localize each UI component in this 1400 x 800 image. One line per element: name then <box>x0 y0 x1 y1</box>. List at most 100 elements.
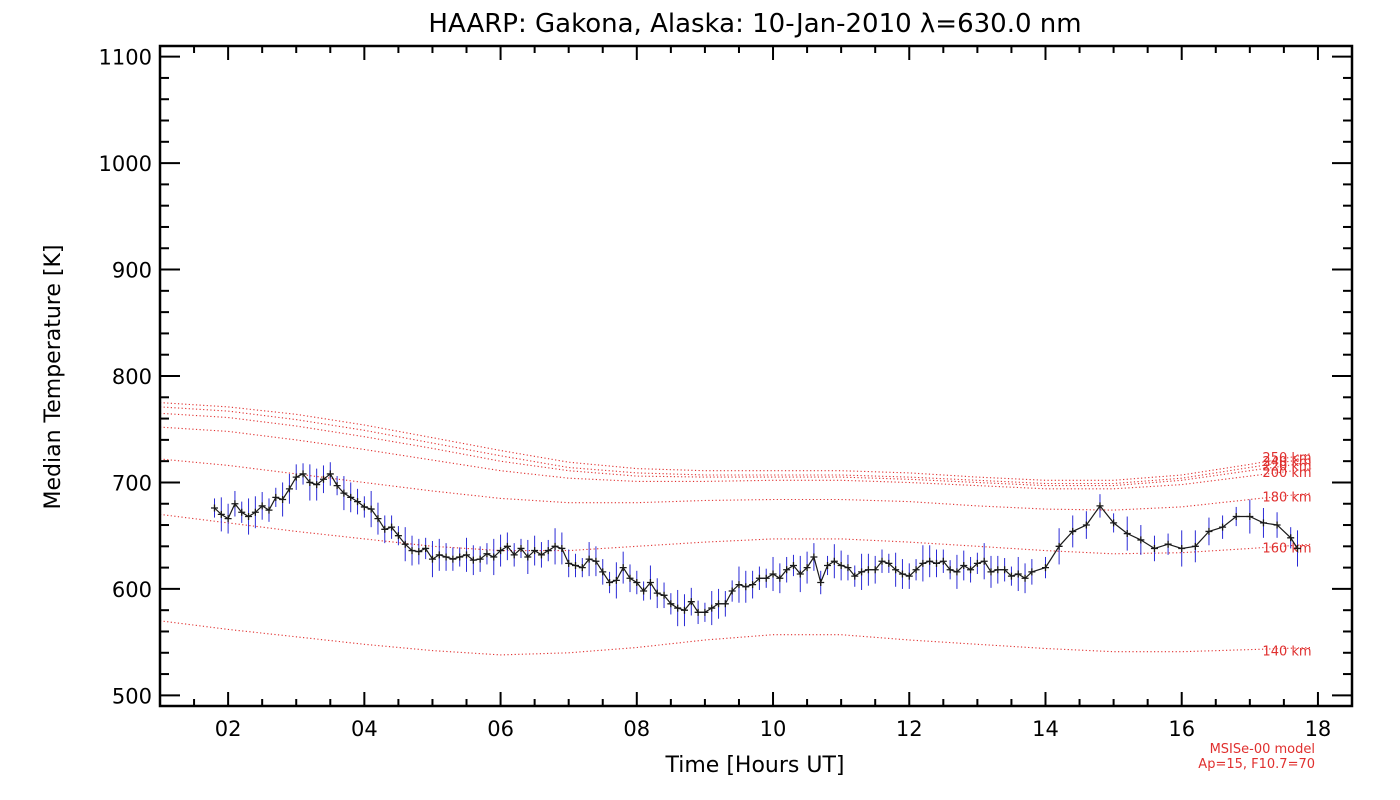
y-tick-label: 600 <box>112 578 152 602</box>
data-point <box>633 579 641 587</box>
data-point <box>326 470 334 478</box>
data-point <box>967 566 975 574</box>
data-point <box>558 544 566 552</box>
x-axis-title: Time [Hours UT] <box>665 753 845 778</box>
data-point <box>1055 542 1063 550</box>
data-point <box>497 547 505 555</box>
data-point <box>238 508 246 516</box>
data-point <box>381 525 389 533</box>
data-point <box>844 564 852 572</box>
model-curve-160-km <box>159 513 1312 555</box>
data-point <box>980 557 988 565</box>
data-point <box>905 572 913 580</box>
model-curve-label: 140 km <box>1262 645 1311 660</box>
data-point <box>817 579 825 587</box>
model-curve-240-km <box>159 406 1312 485</box>
plot-frame <box>158 44 1354 708</box>
data-point <box>858 568 866 576</box>
data-point <box>919 559 927 567</box>
model-curve-200-km <box>159 426 1312 490</box>
data-point <box>803 564 811 572</box>
x-tick-label: 02 <box>215 717 242 741</box>
data-point <box>606 579 614 587</box>
data-point <box>224 515 232 523</box>
x-tick-label: 04 <box>351 717 378 741</box>
data-point <box>994 566 1002 574</box>
data-point <box>912 566 920 574</box>
data-point <box>1082 521 1090 529</box>
model-curve-180-km <box>159 458 1312 511</box>
data-point <box>360 503 368 511</box>
data-point <box>1191 542 1199 550</box>
data-point <box>878 557 886 565</box>
y-axis-title: Median Temperature [K] <box>41 245 66 510</box>
data-point <box>1178 544 1186 552</box>
data-point <box>503 542 511 550</box>
data-point <box>435 551 443 559</box>
data-point <box>953 568 961 576</box>
data-point <box>1110 519 1118 527</box>
model-curve-250-km <box>159 402 1312 481</box>
y-tick-label: 1000 <box>99 152 152 176</box>
data-point <box>789 561 797 569</box>
data-point <box>388 523 396 531</box>
data-point <box>1137 536 1145 544</box>
data-point <box>565 559 573 567</box>
data-point <box>251 508 259 516</box>
data-point <box>469 556 477 564</box>
data-point <box>1069 527 1077 535</box>
data-point <box>749 581 757 589</box>
x-tick-label: 18 <box>1305 717 1332 741</box>
data-point <box>1294 544 1302 552</box>
data-point <box>347 493 355 501</box>
y-tick-label: 800 <box>112 365 152 389</box>
data-point <box>810 553 818 561</box>
data-point <box>401 540 409 548</box>
data-point <box>837 561 845 569</box>
data-point <box>830 557 838 565</box>
model-curve-label: 240 km <box>1262 455 1311 470</box>
data-point <box>592 557 600 565</box>
model-curve-label: 250 km <box>1262 451 1311 466</box>
data-point <box>660 591 668 599</box>
data-point <box>667 600 675 608</box>
y-tick-label: 900 <box>112 259 152 283</box>
data-point <box>640 587 648 595</box>
data-point <box>612 576 620 584</box>
data-point <box>340 489 348 497</box>
data-point <box>864 566 872 574</box>
data-point <box>279 495 287 503</box>
data-point <box>687 598 695 606</box>
data-point <box>885 559 893 567</box>
y-tick-label: 1100 <box>99 46 152 70</box>
data-point <box>1205 527 1213 535</box>
data-point <box>292 473 300 481</box>
data-point <box>517 544 525 552</box>
model-curve-label: 160 km <box>1262 541 1311 556</box>
data-point <box>599 568 607 576</box>
data-point <box>721 600 729 608</box>
data-point <box>285 485 293 493</box>
data-point <box>1232 513 1240 521</box>
data-point <box>653 589 661 597</box>
model-curve-label: 220 km <box>1262 459 1311 474</box>
data-point <box>824 561 832 569</box>
y-tick-label: 700 <box>112 471 152 495</box>
data-point <box>987 568 995 576</box>
data-point <box>578 564 586 572</box>
data-point <box>571 561 579 569</box>
data-point <box>1123 530 1131 538</box>
data-point <box>735 581 743 589</box>
data-point <box>537 551 545 559</box>
data-point <box>1246 513 1254 521</box>
data-point <box>333 482 341 490</box>
data-point <box>1273 521 1281 529</box>
data-point <box>871 566 879 574</box>
data-point <box>524 553 532 561</box>
x-tick-label: 10 <box>760 717 787 741</box>
x-tick-label: 12 <box>896 717 923 741</box>
data-point <box>456 553 464 561</box>
model-curve-220-km <box>159 412 1312 487</box>
x-tick-label: 16 <box>1168 717 1195 741</box>
